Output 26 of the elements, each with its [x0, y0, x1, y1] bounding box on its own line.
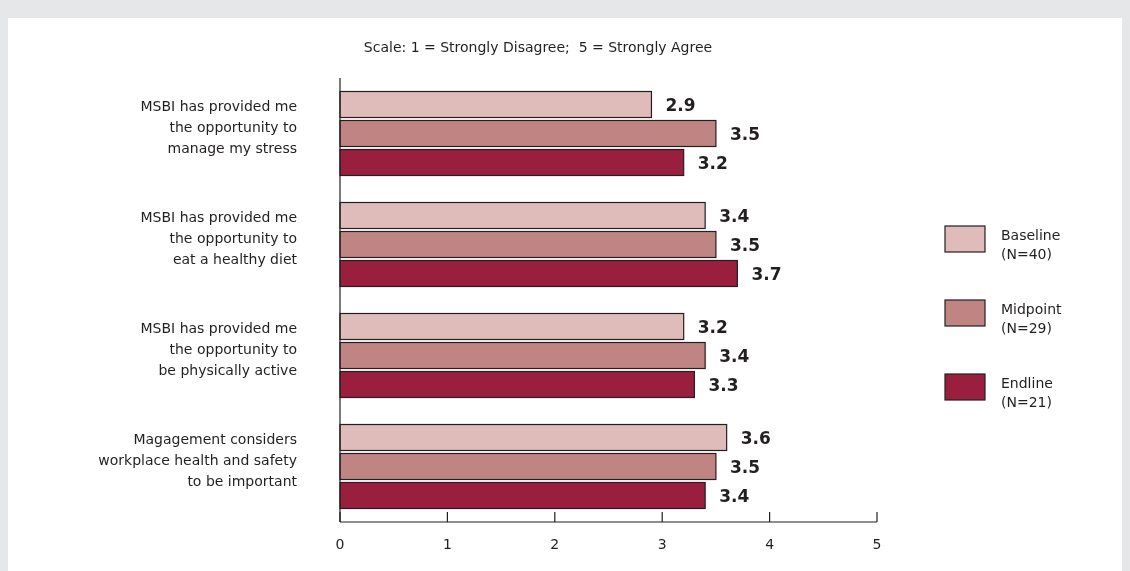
x-tick-label: 3	[657, 536, 667, 552]
legend-label: Midpoint (N=29)	[1001, 301, 1063, 336]
data-label: 3.4	[719, 345, 750, 366]
data-label: 3.4	[719, 205, 750, 226]
legend-label: Baseline (N=40)	[1001, 227, 1061, 262]
y-tick-label: MSBI has provided me the opportunity to be physically active	[140, 319, 297, 378]
data-label: 3.2	[697, 152, 728, 173]
data-label: 3.5	[729, 123, 761, 144]
legend-label: Endline (N=21)	[1001, 375, 1053, 410]
y-tick-label: Magagement considers workplace health and safety to be important	[98, 430, 298, 489]
data-label: 3.5	[729, 234, 761, 255]
x-tick-label: 5	[872, 536, 882, 552]
x-tick-label: 0	[335, 536, 345, 552]
data-label: 3.2	[697, 316, 728, 337]
x-tick-label: 2	[550, 536, 560, 552]
data-label: 3.4	[719, 485, 750, 506]
data-label: 3.5	[729, 456, 761, 477]
y-tick-label: MSBI has provided me the opportunity to eat a healthy diet	[140, 208, 298, 267]
data-label: 2.9	[665, 94, 696, 115]
data-label: 3.3	[708, 374, 739, 395]
y-tick-label: MSBI has provided me the opportunity to manage my stress	[140, 97, 297, 156]
data-label: 3.6	[740, 427, 771, 448]
data-label: 3.7	[751, 263, 782, 284]
chart-title: Scale: 1 = Strongly Disagree; 5 = Strongly Agree	[363, 39, 713, 55]
x-tick-label: 4	[765, 536, 775, 552]
x-tick-label: 1	[442, 536, 452, 552]
